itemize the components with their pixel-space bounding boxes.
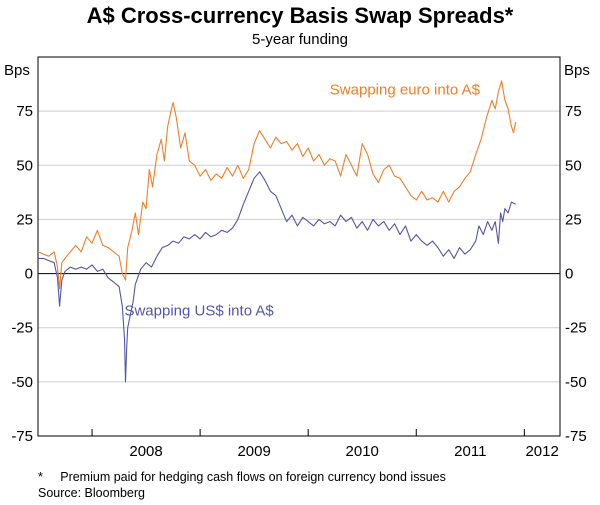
x-tick-label: 2010: [346, 443, 379, 460]
x-tick-label: 2012: [525, 443, 558, 460]
y-tick-label-left: -25: [11, 320, 33, 337]
y-tick-label-left: -75: [11, 428, 33, 445]
x-tick-labels: 2008 2009 2010 2011 2012: [129, 443, 558, 460]
y-tick-label-left: 75: [16, 103, 33, 120]
series-line-euro: [37, 80, 517, 290]
y-tick-label-right: 75: [565, 103, 582, 120]
y-tick-label-right: 50: [565, 157, 582, 174]
x-tick-marks: [91, 429, 525, 436]
y-tick-label-right: -50: [565, 374, 587, 391]
footnote: * Premium paid for hedging cash flows on…: [38, 470, 446, 484]
y-tick-label-left: 25: [16, 211, 33, 228]
y-tick-labels-right: -75 -50 -25 0 25 50 75: [565, 103, 587, 445]
source-note: Source: Bloomberg: [38, 486, 145, 500]
annotation-euro: Swapping euro into A$: [330, 81, 481, 98]
y-tick-label-right: 25: [565, 211, 582, 228]
series-layer: [37, 80, 517, 383]
chart-subtitle: 5-year funding: [252, 31, 348, 48]
y-tick-label-left: -50: [11, 374, 33, 391]
x-tick-label: 2011: [454, 443, 486, 460]
series-line-usd: [38, 171, 516, 383]
y-tick-label-right: -25: [565, 320, 587, 337]
y-tick-label-right: -75: [565, 428, 587, 445]
plot-area-frame: [37, 56, 561, 437]
y-tick-label-left: 0: [25, 266, 33, 283]
y-axis-label-right: Bps: [564, 62, 590, 79]
gridlines: [38, 110, 560, 383]
y-tick-label-right: 0: [565, 266, 573, 283]
annotation-usd: Swapping US$ into A$: [124, 302, 274, 319]
x-tick-label: 2008: [129, 443, 162, 460]
y-axis-label-left: Bps: [4, 62, 30, 79]
chart-title: A$ Cross-currency Basis Swap Spreads*: [87, 3, 514, 28]
y-tick-label-left: 50: [16, 157, 33, 174]
y-tick-labels-left: -75 -50 -25 0 25 50 75: [11, 103, 33, 445]
x-tick-label: 2009: [237, 443, 270, 460]
